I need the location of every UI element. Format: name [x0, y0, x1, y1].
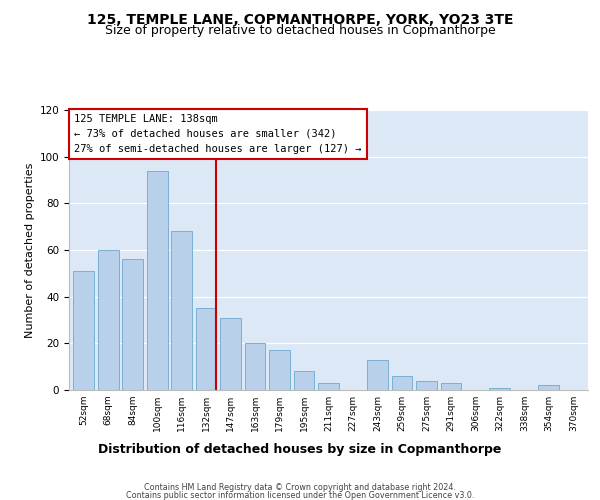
Y-axis label: Number of detached properties: Number of detached properties: [25, 162, 35, 338]
Bar: [392, 376, 412, 390]
Bar: [440, 383, 461, 390]
Bar: [196, 308, 217, 390]
Bar: [171, 232, 192, 390]
Bar: [490, 388, 510, 390]
Bar: [416, 380, 437, 390]
Bar: [293, 372, 314, 390]
Bar: [245, 344, 265, 390]
Text: 125 TEMPLE LANE: 138sqm
← 73% of detached houses are smaller (342)
27% of semi-d: 125 TEMPLE LANE: 138sqm ← 73% of detache…: [74, 114, 362, 154]
Bar: [538, 386, 559, 390]
Bar: [98, 250, 119, 390]
Bar: [122, 260, 143, 390]
Bar: [147, 170, 167, 390]
Text: Contains public sector information licensed under the Open Government Licence v3: Contains public sector information licen…: [126, 491, 474, 500]
Bar: [318, 383, 339, 390]
Text: Size of property relative to detached houses in Copmanthorpe: Size of property relative to detached ho…: [104, 24, 496, 37]
Text: Distribution of detached houses by size in Copmanthorpe: Distribution of detached houses by size …: [98, 442, 502, 456]
Text: 125, TEMPLE LANE, COPMANTHORPE, YORK, YO23 3TE: 125, TEMPLE LANE, COPMANTHORPE, YORK, YO…: [87, 12, 513, 26]
Bar: [269, 350, 290, 390]
Bar: [73, 271, 94, 390]
Bar: [367, 360, 388, 390]
Bar: [220, 318, 241, 390]
Text: Contains HM Land Registry data © Crown copyright and database right 2024.: Contains HM Land Registry data © Crown c…: [144, 482, 456, 492]
